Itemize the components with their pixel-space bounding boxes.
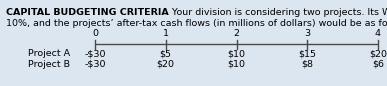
Text: $10: $10 <box>228 60 245 69</box>
Text: $8: $8 <box>301 60 313 69</box>
Text: Project A: Project A <box>28 49 70 58</box>
Text: $20: $20 <box>157 60 175 69</box>
Text: 2: 2 <box>233 29 240 39</box>
Text: 10%, and the projects’ after-tax cash flows (in millions of dollars) would be as: 10%, and the projects’ after-tax cash fl… <box>6 18 387 28</box>
Text: $10: $10 <box>228 49 245 58</box>
Text: 4: 4 <box>375 29 381 39</box>
Text: $6: $6 <box>372 60 384 69</box>
Text: 1: 1 <box>163 29 169 39</box>
Text: CAPITAL BUDGETING CRITERIA: CAPITAL BUDGETING CRITERIA <box>6 8 169 17</box>
Text: Project B: Project B <box>28 60 70 69</box>
Text: $15: $15 <box>298 49 316 58</box>
Text: $20: $20 <box>369 49 387 58</box>
Text: 0: 0 <box>92 29 98 39</box>
Text: -$30: -$30 <box>84 49 106 58</box>
Text: $5: $5 <box>160 49 172 58</box>
Text: Your division is considering two projects. Its WACC is: Your division is considering two project… <box>169 8 387 17</box>
Text: -$30: -$30 <box>84 60 106 69</box>
Text: 3: 3 <box>304 29 310 39</box>
